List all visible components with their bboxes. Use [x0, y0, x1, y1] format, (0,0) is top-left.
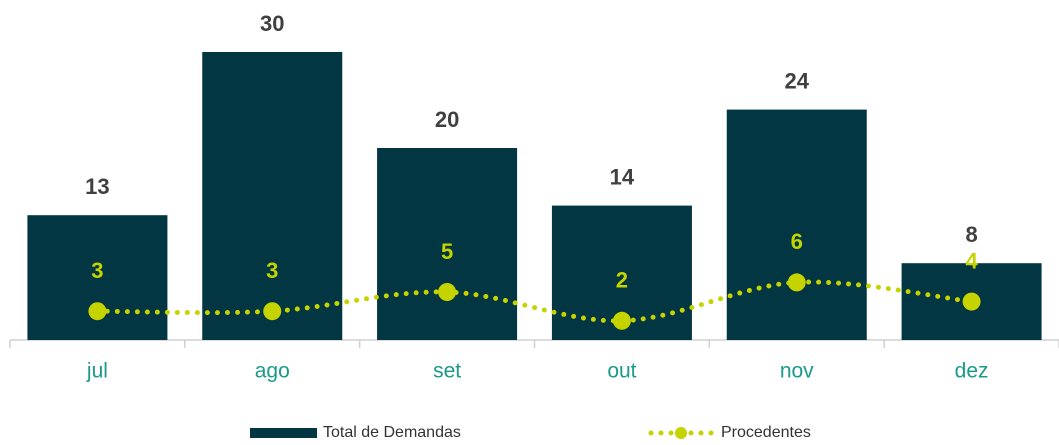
line-marker — [88, 302, 107, 321]
x-tick-label: ago — [255, 360, 290, 383]
line-value-label: 3 — [266, 258, 278, 283]
line-marker — [263, 302, 282, 321]
bar — [202, 52, 343, 340]
bar — [377, 148, 518, 340]
bar — [726, 109, 867, 340]
legend-swatch — [250, 428, 317, 438]
bar-value-label: 8 — [965, 222, 977, 247]
x-tick-label: out — [607, 360, 636, 383]
line-marker — [438, 283, 457, 301]
line-marker — [612, 311, 631, 330]
bar-value-label: 20 — [435, 107, 459, 132]
bar-value-label: 13 — [85, 174, 109, 199]
bar-value-label: 14 — [610, 164, 635, 189]
x-tick-label: nov — [780, 360, 814, 383]
line-value-label: 3 — [91, 258, 103, 283]
legend-marker — [675, 427, 687, 439]
line-value-label: 2 — [616, 268, 628, 293]
legend-label: Procedentes — [721, 424, 811, 441]
line — [94, 279, 975, 324]
x-tick-label: set — [433, 360, 461, 383]
x-tick-label: dez — [955, 360, 989, 383]
bar-value-label: 30 — [260, 11, 284, 36]
line-marker — [787, 273, 806, 292]
x-tick-label: jul — [86, 360, 108, 383]
line-marker — [962, 292, 981, 311]
legend-label: Total de Demandas — [323, 424, 461, 441]
bar-value-label: 24 — [785, 68, 810, 93]
line-value-label: 4 — [965, 248, 978, 273]
line-value-label: 6 — [791, 229, 803, 254]
line-value-label: 5 — [441, 239, 453, 264]
